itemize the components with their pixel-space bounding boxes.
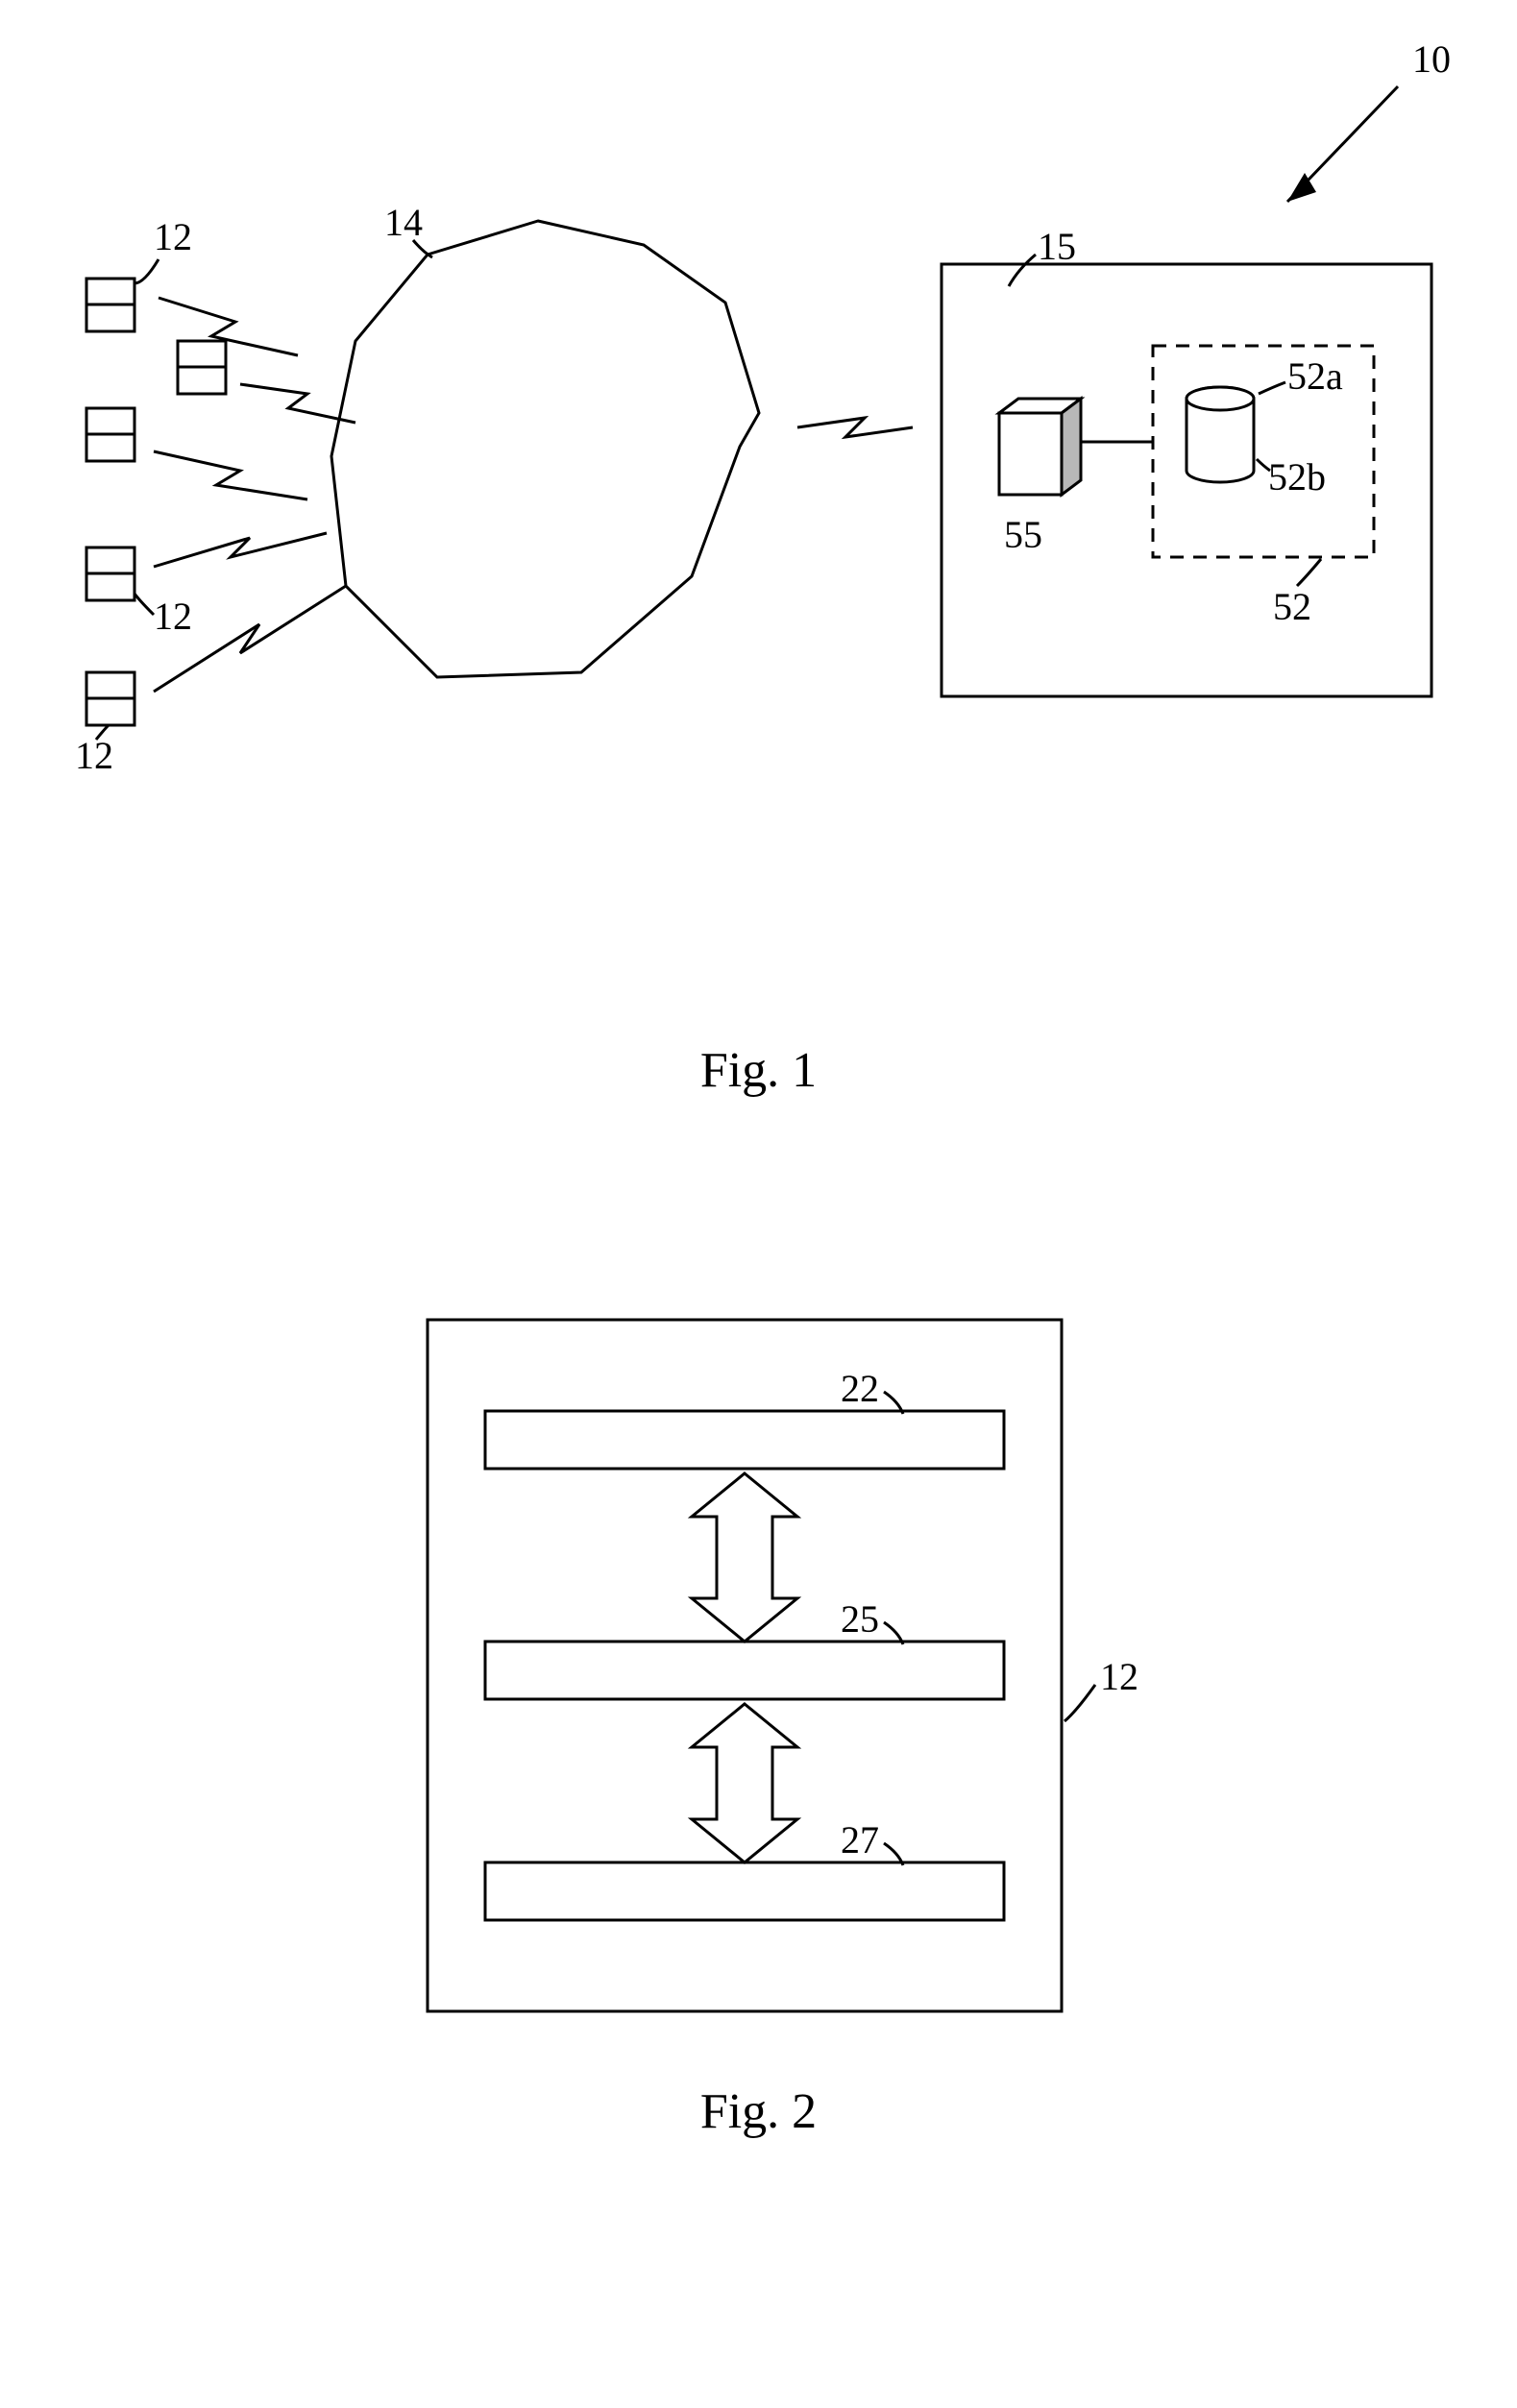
label-14: 14 (384, 201, 423, 244)
device-3 (86, 408, 135, 461)
bar-25 (485, 1642, 1004, 1699)
bar-27 (485, 1862, 1004, 1920)
server-55 (999, 399, 1081, 495)
device-2 (178, 341, 226, 394)
figure-1-caption: Fig. 1 (0, 1042, 1517, 1099)
label-15: 15 (1038, 225, 1076, 268)
label-12-mid: 12 (154, 595, 192, 638)
double-arrow-top (692, 1473, 797, 1642)
device-5 (86, 672, 135, 725)
bolt-4 (154, 533, 327, 567)
label-55: 55 (1004, 513, 1042, 556)
label-10: 10 (1412, 37, 1451, 81)
bolt-3 (154, 451, 307, 499)
outer-box-12 (428, 1320, 1062, 2011)
label-22: 22 (841, 1367, 879, 1410)
label-12-bot: 12 (75, 734, 113, 777)
db-cylinder (1187, 387, 1254, 482)
label-52a: 52a (1287, 354, 1343, 398)
label-52: 52 (1273, 585, 1311, 628)
bolt-right (797, 418, 913, 437)
figure-1: 10 12 12 12 (0, 0, 1517, 1037)
figure-2: 12 22 25 27 (0, 1291, 1517, 2079)
system-ref-arrow (1287, 86, 1398, 202)
bar-22 (485, 1411, 1004, 1469)
figure-2-caption: Fig. 2 (0, 2083, 1517, 2140)
label-12-outer: 12 (1100, 1655, 1138, 1698)
cloud-14 (331, 221, 759, 677)
device-1 (86, 279, 135, 331)
label-25: 25 (841, 1597, 879, 1641)
double-arrow-bot (692, 1704, 797, 1862)
label-12-top: 12 (154, 215, 192, 258)
bolt-2 (240, 384, 355, 423)
label-52b: 52b (1268, 455, 1326, 499)
bolt-1 (159, 298, 298, 355)
device-4 (86, 547, 135, 600)
label-27: 27 (841, 1818, 879, 1861)
